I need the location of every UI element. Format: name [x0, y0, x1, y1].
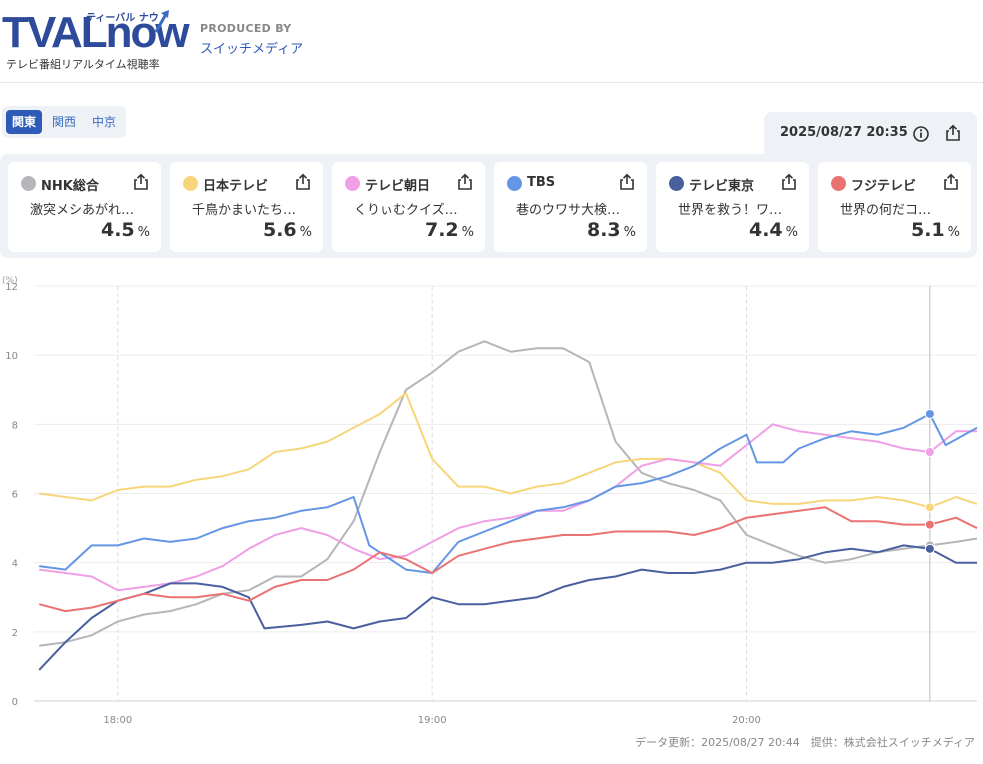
logo-now: now: [105, 8, 190, 57]
logo-tval: TVAL: [2, 8, 108, 57]
y-tick-label: 6: [12, 490, 18, 501]
y-tick-label: 12: [5, 282, 18, 293]
x-tick-label: 20:00: [732, 715, 761, 726]
y-tick-label: 0: [12, 697, 18, 708]
share-icon[interactable]: [942, 173, 960, 191]
channel-card-fuji[interactable]: フジテレビ 世界の何だコ… 5.1%: [818, 162, 971, 252]
channel-card-ntv[interactable]: 日本テレビ 千鳥かまいたち… 5.6%: [170, 162, 323, 252]
provider-text: 提供：株式会社スイッチメディア: [810, 736, 975, 749]
channel-card-tv-tokyo[interactable]: テレビ東京 世界を救う！ワ… 4.4%: [656, 162, 809, 252]
x-tick-label: 19:00: [418, 715, 447, 726]
channel-color-dot: [507, 176, 522, 191]
rating-unit: %: [299, 225, 312, 240]
produced-by-label: PRODUCED BY: [200, 22, 292, 35]
channel-card-tbs[interactable]: TBS 巷のウワサ大検… 8.3%: [494, 162, 647, 252]
info-icon[interactable]: [912, 125, 930, 143]
share-icon[interactable]: [294, 173, 312, 191]
series-line: [39, 340, 978, 647]
y-axis-unit-label: (%): [2, 276, 18, 286]
program-title: 千鳥かまいたち…: [192, 203, 297, 218]
channel-name: テレビ東京: [689, 179, 755, 194]
series-cursor-point: [924, 502, 935, 513]
rating-value: 4.5%: [101, 219, 150, 241]
region-tab-chukyo[interactable]: 中京: [92, 115, 117, 129]
series-line: [39, 423, 977, 592]
channel-card-tv-asahi[interactable]: テレビ朝日 くりぃむクイズ… 7.2%: [332, 162, 485, 252]
y-tick-label: 4: [12, 559, 18, 570]
logo-wordmark: TVALnow: [2, 8, 190, 58]
channel-color-dot: [831, 176, 846, 191]
chart-footer: データ更新：2025/08/27 20:44 提供：株式会社スイッチメディア: [635, 734, 975, 750]
ratings-panel: 2025/08/27 20:35 NHK総合 激突メシあがれ… 4.5% 日本テ…: [0, 112, 977, 260]
share-icon[interactable]: [944, 124, 962, 142]
channel-color-dot: [183, 176, 198, 191]
region-tabs: 関東 関西 中京: [2, 106, 127, 138]
series-cursor-point: [924, 408, 935, 419]
program-title: 激突メシあがれ…: [30, 203, 135, 218]
share-icon[interactable]: [780, 173, 798, 191]
program-title: くりぃむクイズ…: [354, 203, 458, 218]
rating-number: 7.2: [424, 219, 459, 241]
rating-unit: %: [785, 225, 798, 240]
program-title: 世界を救う！ワ…: [678, 203, 783, 218]
logo-kana: ティーバル ナウ: [86, 13, 159, 24]
share-icon[interactable]: [456, 173, 474, 191]
series-line: [38, 506, 978, 613]
rating-unit: %: [137, 225, 150, 240]
rating-value: 5.1%: [911, 219, 960, 241]
logo-tagline: テレビ番組リアルタイム視聴率: [6, 58, 160, 71]
x-tick-label: 18:00: [103, 715, 132, 726]
current-timestamp: 2025/08/27 20:35: [780, 125, 908, 140]
series-line: [39, 413, 978, 574]
tvalnow-logo[interactable]: TVALnow ティーバル ナウ テレビ番組リアルタイム視聴率: [2, 6, 190, 72]
data-updated-text: データ更新：2025/08/27 20:44: [635, 736, 800, 749]
channel-name: NHK総合: [41, 179, 99, 194]
site-header: TVALnow ティーバル ナウ テレビ番組リアルタイム視聴率 PRODUCED…: [0, 0, 983, 83]
channel-cards: NHK総合 激突メシあがれ… 4.5% 日本テレビ 千鳥かまいたち… 5.6% …: [8, 162, 971, 252]
rating-number: 5.6: [262, 219, 297, 241]
rating-number: 8.3: [586, 219, 621, 241]
program-title: 世界の何だコ…: [840, 203, 932, 218]
series-cursor-point: [924, 447, 935, 457]
y-tick-label: 10: [5, 351, 18, 362]
channel-color-dot: [345, 176, 360, 191]
region-tab-kanto[interactable]: 関東: [6, 110, 43, 134]
rating-value: 5.6%: [263, 219, 312, 241]
channel-name: TBS: [527, 175, 556, 190]
rating-number: 4.4: [748, 219, 783, 241]
producer-link[interactable]: スイッチメディア: [200, 42, 304, 57]
rating-number: 4.5: [100, 219, 135, 241]
rating-value: 7.2%: [425, 219, 474, 241]
channel-card-nhk[interactable]: NHK総合 激突メシあがれ… 4.5%: [8, 162, 161, 252]
ratings-panel-background: [0, 154, 977, 258]
channel-name: 日本テレビ: [203, 179, 269, 194]
series-line: [38, 544, 977, 671]
region-tab-kansai[interactable]: 関西: [52, 115, 77, 129]
timestamp-box: 2025/08/27 20:35: [764, 112, 977, 162]
channel-color-dot: [21, 176, 36, 191]
logo-arrow-icon: [154, 10, 169, 33]
rating-unit: %: [947, 225, 960, 240]
program-title: 巷のウワサ大検…: [516, 203, 621, 218]
rating-value: 8.3%: [587, 219, 636, 241]
ratings-line-chart[interactable]: (%) 0 2 4 6 8 10 12 18:00 19:00 20:00: [0, 272, 983, 732]
channel-name: テレビ朝日: [365, 179, 431, 194]
series-line: [39, 392, 978, 509]
share-icon[interactable]: [132, 173, 150, 191]
y-tick-label: 8: [12, 420, 18, 431]
series-cursor-point: [924, 519, 935, 530]
y-tick-label: 2: [12, 628, 18, 639]
rating-unit: %: [623, 225, 636, 240]
rating-unit: %: [461, 225, 474, 240]
rating-value: 4.4%: [749, 219, 798, 241]
share-icon[interactable]: [618, 173, 636, 191]
channel-color-dot: [669, 176, 684, 191]
channel-name: フジテレビ: [851, 179, 917, 194]
rating-number: 5.1: [910, 219, 945, 241]
series-cursor-point: [924, 543, 935, 554]
